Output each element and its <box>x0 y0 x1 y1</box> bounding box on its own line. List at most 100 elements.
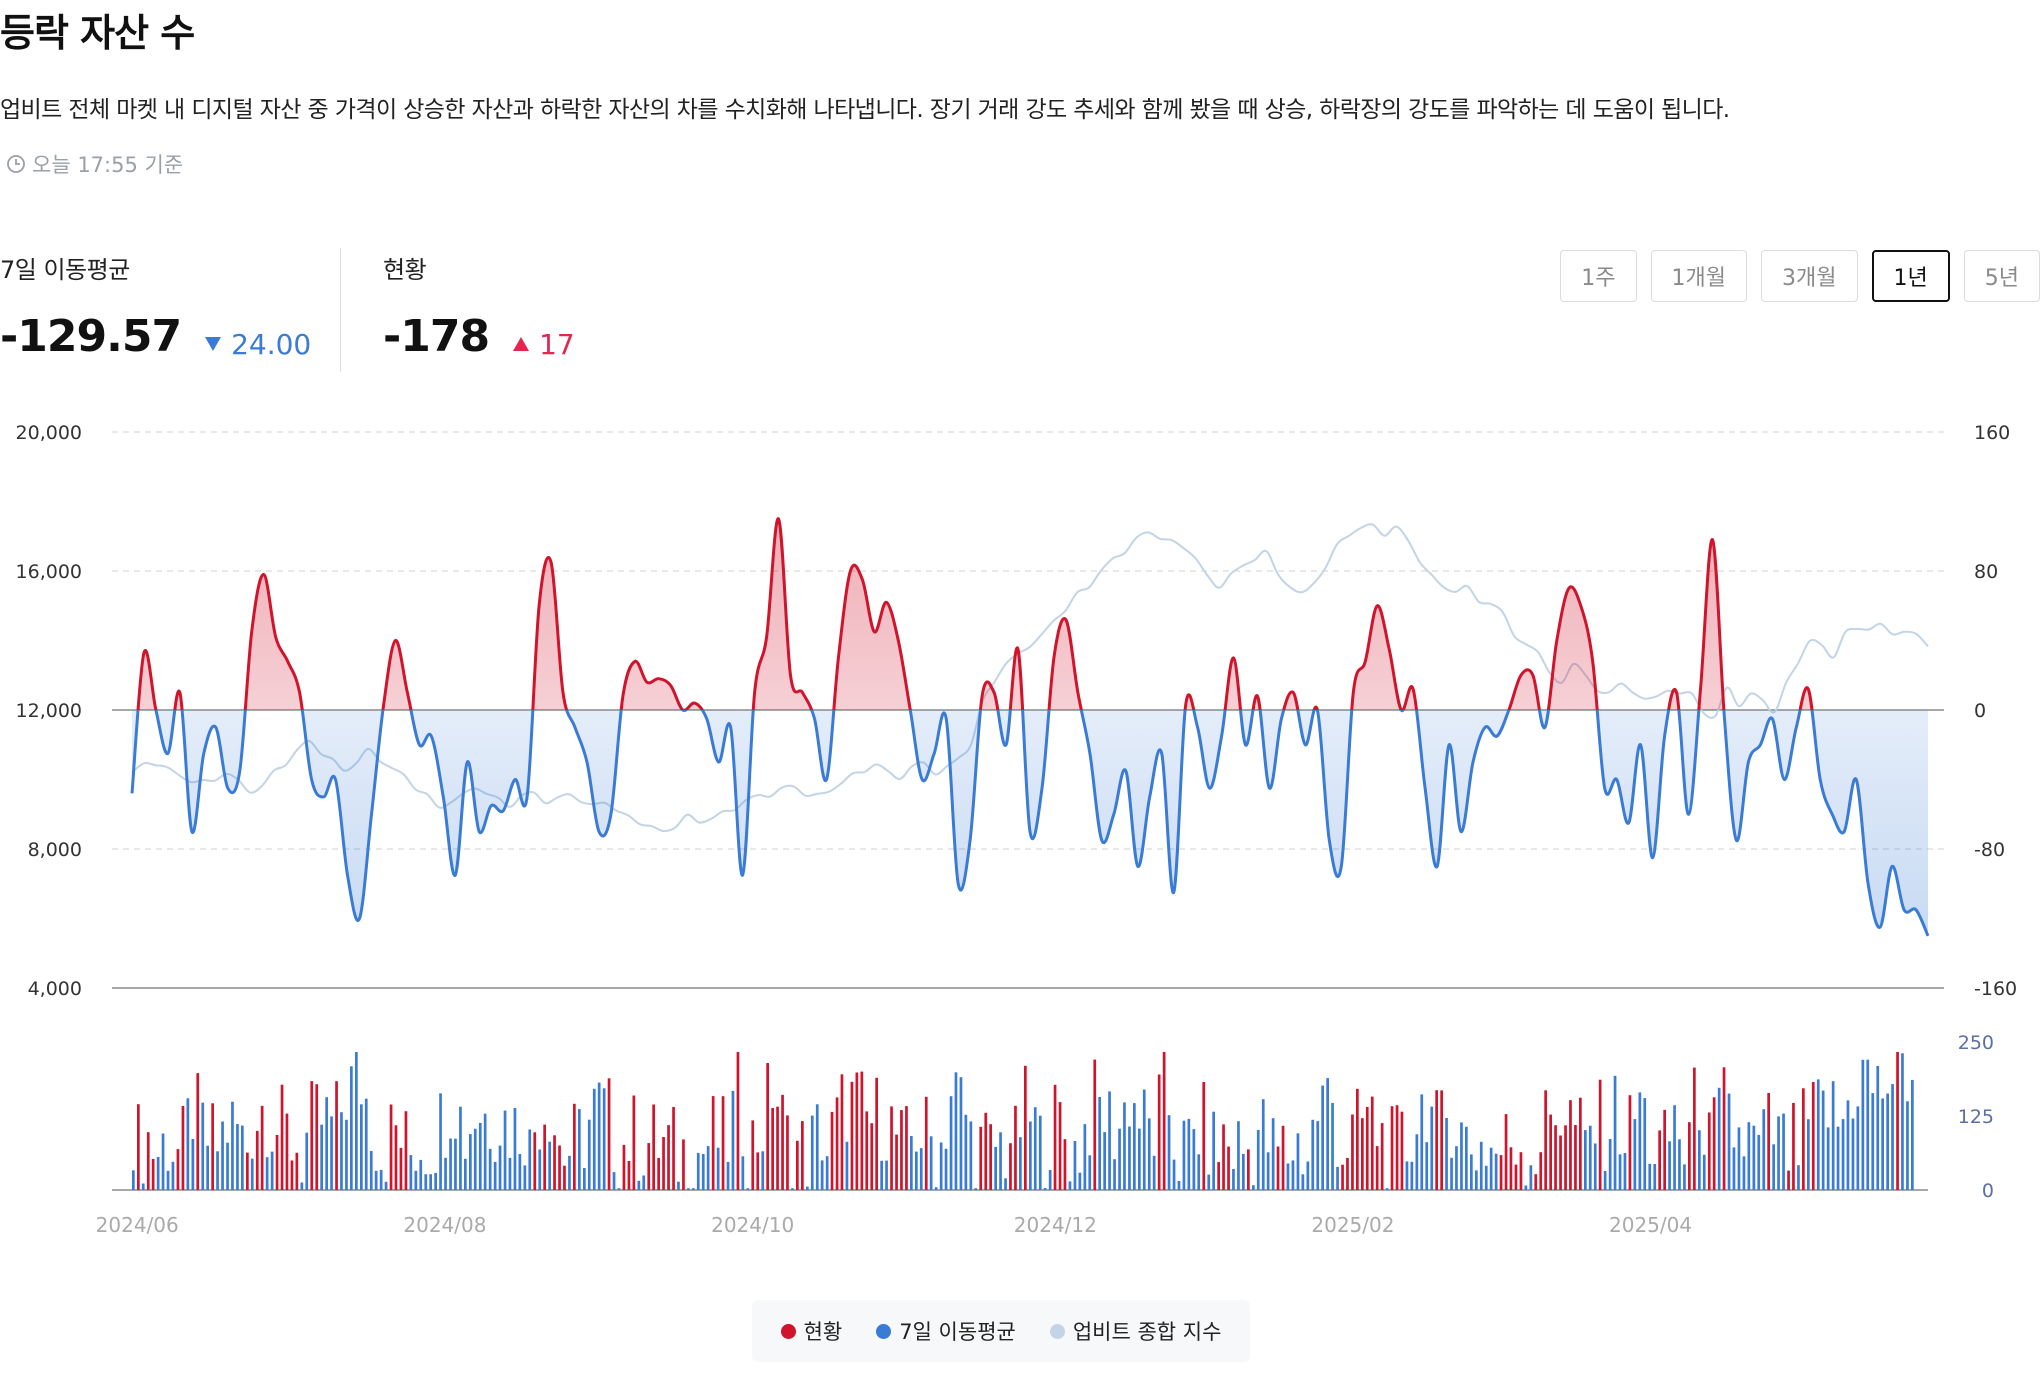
current-bar <box>1361 1118 1364 1190</box>
current-bar <box>1633 1119 1637 1190</box>
current-bar <box>503 1110 507 1190</box>
current-bar <box>1896 1052 1899 1190</box>
y-right-tick: 0 <box>1974 700 1986 722</box>
current-bar <box>1653 1164 1657 1190</box>
current-bar <box>781 1094 784 1190</box>
current-bar <box>449 1138 452 1190</box>
current-bar <box>1648 1163 1652 1190</box>
current-bar <box>1430 1106 1434 1190</box>
current-bar <box>820 1160 824 1190</box>
legend-item-index[interactable]: 업비트 종합 지수 <box>1049 1316 1221 1346</box>
stat-ma7-value: -129.57 <box>0 311 182 362</box>
current-bar <box>221 1121 224 1190</box>
current-bar <box>1033 1107 1037 1190</box>
current-bar <box>275 1135 279 1190</box>
current-bar <box>1400 1111 1404 1190</box>
current-bar <box>726 1161 730 1190</box>
current-bar <box>1455 1146 1458 1190</box>
current-bar <box>756 1152 760 1190</box>
updated-time: 오늘 17:55 기준 <box>6 149 183 179</box>
current-bar <box>141 1183 145 1190</box>
current-bar <box>469 1134 472 1190</box>
current-bar <box>1420 1094 1424 1190</box>
current-bar <box>1316 1121 1320 1190</box>
legend-item-ma7[interactable]: 7일 이동평균 <box>876 1316 1016 1346</box>
bar-y-tick: 125 <box>1958 1106 1994 1128</box>
current-bar <box>1415 1134 1419 1190</box>
current-bar <box>384 1181 388 1190</box>
y-left-tick: 16,000 <box>16 561 82 583</box>
current-bar <box>1450 1157 1453 1190</box>
current-bar <box>984 1112 988 1190</box>
period-5y-button[interactable]: 5년 <box>1963 250 2040 302</box>
current-bar <box>1276 1146 1280 1190</box>
current-bar <box>974 1188 978 1190</box>
current-bar <box>1797 1165 1800 1190</box>
current-bar <box>835 1097 839 1190</box>
current-bar <box>1380 1123 1384 1190</box>
y-left-tick: 12,000 <box>16 700 82 722</box>
clock-icon <box>7 155 25 173</box>
current-bar <box>999 1132 1002 1190</box>
current-bar <box>1346 1157 1349 1190</box>
current-bar <box>350 1066 353 1190</box>
current-bar <box>1767 1093 1770 1190</box>
current-bar <box>716 1147 720 1190</box>
current-bar <box>855 1072 859 1190</box>
current-bar <box>439 1093 442 1190</box>
period-1m-button[interactable]: 1개월 <box>1650 250 1748 302</box>
period-3m-button[interactable]: 3개월 <box>1761 250 1858 302</box>
ma-positive-area <box>132 518 1928 710</box>
current-bar <box>1836 1126 1840 1190</box>
current-bar <box>1395 1105 1399 1190</box>
current-bar <box>558 1145 561 1190</box>
current-bar <box>1712 1097 1716 1190</box>
current-bar <box>498 1145 502 1190</box>
current-bar <box>1331 1103 1334 1190</box>
current-bar <box>701 1154 705 1190</box>
current-bar <box>1618 1154 1622 1190</box>
x-axis-tick: 2025/04 <box>1609 1213 1692 1237</box>
current-bar <box>1613 1075 1617 1190</box>
current-bar <box>513 1108 517 1190</box>
period-1w-button[interactable]: 1주 <box>1560 250 1637 302</box>
current-bar <box>870 1123 874 1190</box>
current-bar <box>954 1072 958 1190</box>
legend-item-current[interactable]: 현황 <box>780 1316 842 1346</box>
current-bar <box>731 1090 735 1190</box>
current-bar <box>1683 1164 1686 1190</box>
current-bar <box>706 1146 710 1190</box>
current-bar <box>1138 1128 1141 1190</box>
current-bar <box>692 1188 695 1190</box>
current-bar <box>310 1081 314 1190</box>
current-bar <box>226 1142 229 1190</box>
ma-negative-area <box>132 710 1928 936</box>
current-bar <box>533 1132 537 1190</box>
current-bar <box>1514 1164 1518 1190</box>
current-bar <box>488 1148 492 1190</box>
current-bar <box>1598 1079 1602 1190</box>
current-bar <box>1861 1059 1865 1190</box>
current-bar <box>865 1111 869 1190</box>
current-bar <box>1470 1154 1473 1190</box>
current-bar <box>216 1151 219 1190</box>
current-bar <box>815 1104 819 1190</box>
current-bar <box>1227 1146 1230 1190</box>
current-bar <box>1009 1143 1012 1190</box>
current-bar <box>523 1165 527 1190</box>
current-bar <box>166 1170 170 1190</box>
current-bar <box>1147 1118 1151 1190</box>
current-bar <box>295 1152 299 1190</box>
current-bar <box>1569 1100 1572 1190</box>
current-bar <box>191 1139 195 1190</box>
current-bar <box>647 1143 651 1190</box>
current-bar <box>1851 1118 1855 1190</box>
period-1y-button[interactable]: 1년 <box>1871 250 1950 302</box>
current-bar <box>1123 1102 1126 1190</box>
current-bar <box>1118 1128 1121 1190</box>
current-bar <box>1534 1174 1538 1190</box>
current-bar <box>1564 1125 1567 1190</box>
current-bar <box>880 1160 883 1190</box>
current-bar <box>1826 1127 1830 1190</box>
current-bar <box>1385 1188 1389 1190</box>
